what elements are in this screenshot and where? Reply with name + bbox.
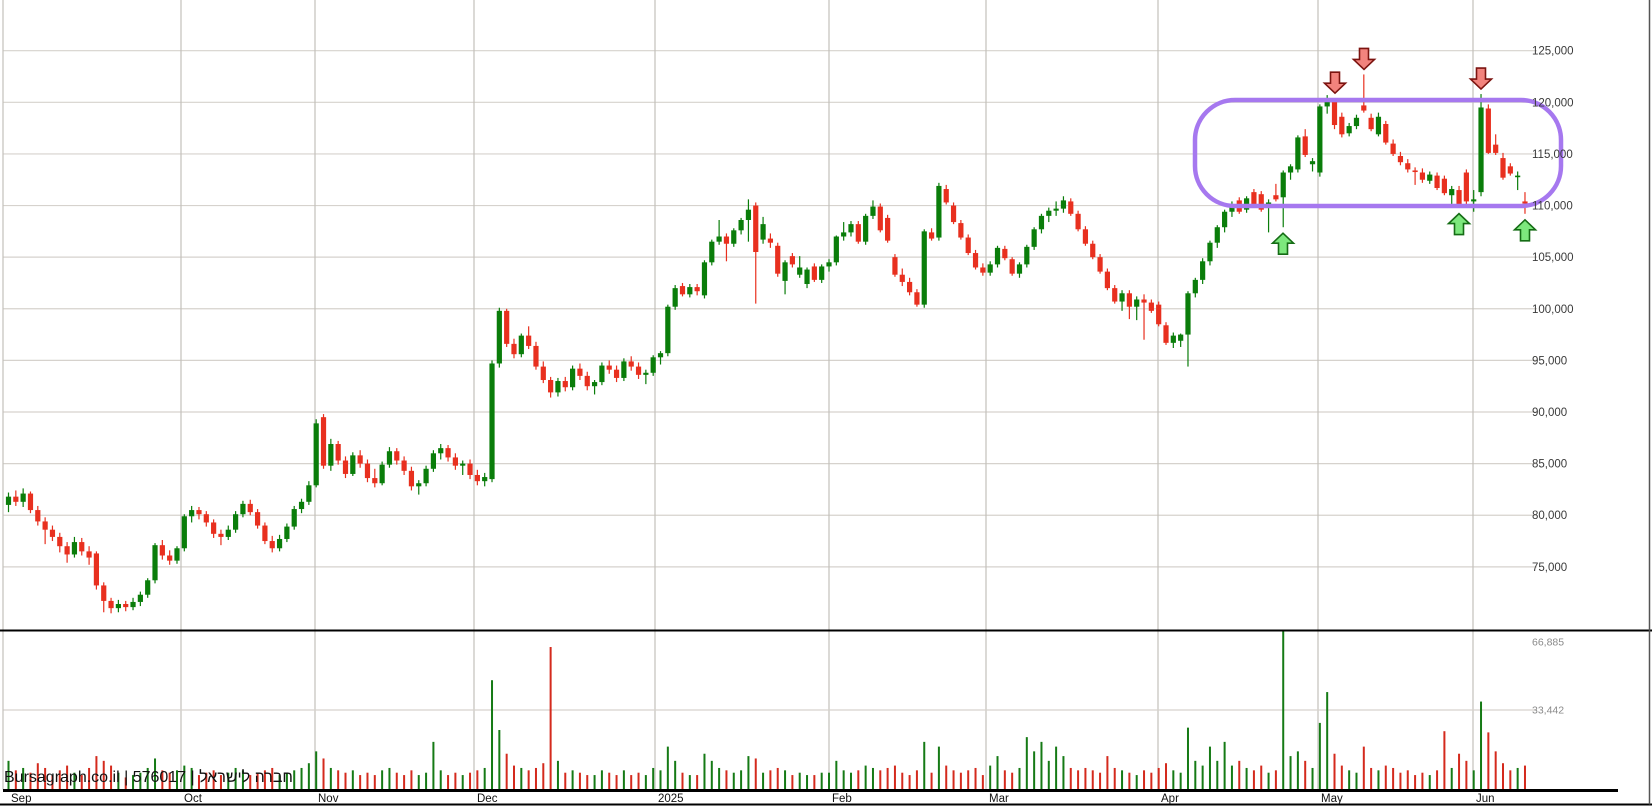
sell-signal-arrow-icon	[1468, 67, 1494, 91]
sell-signal-arrow-icon	[1322, 71, 1348, 95]
month-axis-labels: Sep Oct Nov Dec 2025 Feb Mar Apr May Jun	[11, 793, 1495, 805]
price-tick-label: 90,000	[1532, 407, 1567, 419]
price-tick-label: 95,000	[1532, 355, 1567, 367]
consolidation-box	[1192, 97, 1564, 209]
watermark-title: Bursagraph.co.il | 576017 | חברה לישראל	[4, 769, 293, 786]
month-tick-label: Jun	[1476, 793, 1495, 805]
volume-tick-label: 33,442	[1532, 704, 1564, 716]
price-tick-label: 125,000	[1532, 46, 1574, 58]
buy-signal-arrow-icon	[1512, 218, 1538, 242]
month-tick-label: May	[1321, 793, 1343, 805]
price-tick-label: 120,000	[1532, 97, 1574, 109]
sell-signal-arrow-icon	[1351, 47, 1377, 71]
month-gridlines	[180, 0, 1474, 790]
month-tick-label: Apr	[1161, 793, 1179, 805]
month-tick-label: Dec	[477, 793, 498, 805]
price-tick-label: 100,000	[1532, 304, 1574, 316]
price-tick-label: 115,000	[1532, 149, 1573, 161]
price-tick-label: 105,000	[1532, 252, 1574, 264]
signal-arrows	[1270, 47, 1538, 256]
price-tick-label: 80,000	[1532, 510, 1567, 522]
volume-tick-label: 66,885	[1532, 637, 1564, 649]
buy-signal-arrow-icon	[1270, 232, 1296, 256]
month-tick-label: Oct	[184, 793, 203, 805]
month-tick-label: 2025	[658, 793, 684, 805]
price-gridlines	[3, 50, 1537, 568]
month-tick-label: Nov	[318, 793, 339, 805]
price-tick-label: 85,000	[1532, 459, 1567, 471]
candlestick-series	[5, 74, 1528, 614]
price-tick-label: 110,000	[1532, 201, 1573, 213]
buy-signal-arrow-icon	[1446, 212, 1472, 236]
consolidation-box-annotation	[1192, 97, 1564, 209]
volume-axis-labels: 66,885 33,442	[1532, 637, 1564, 717]
price-tick-label: 75,000	[1532, 562, 1567, 574]
month-tick-label: Feb	[832, 793, 852, 805]
month-tick-label: Sep	[11, 793, 31, 805]
volume-series	[7, 630, 1526, 790]
month-tick-label: Mar	[989, 793, 1009, 805]
price-axis-labels: 125,000 120,000 115,000 110,000 105,000 100,0…	[1532, 46, 1574, 574]
